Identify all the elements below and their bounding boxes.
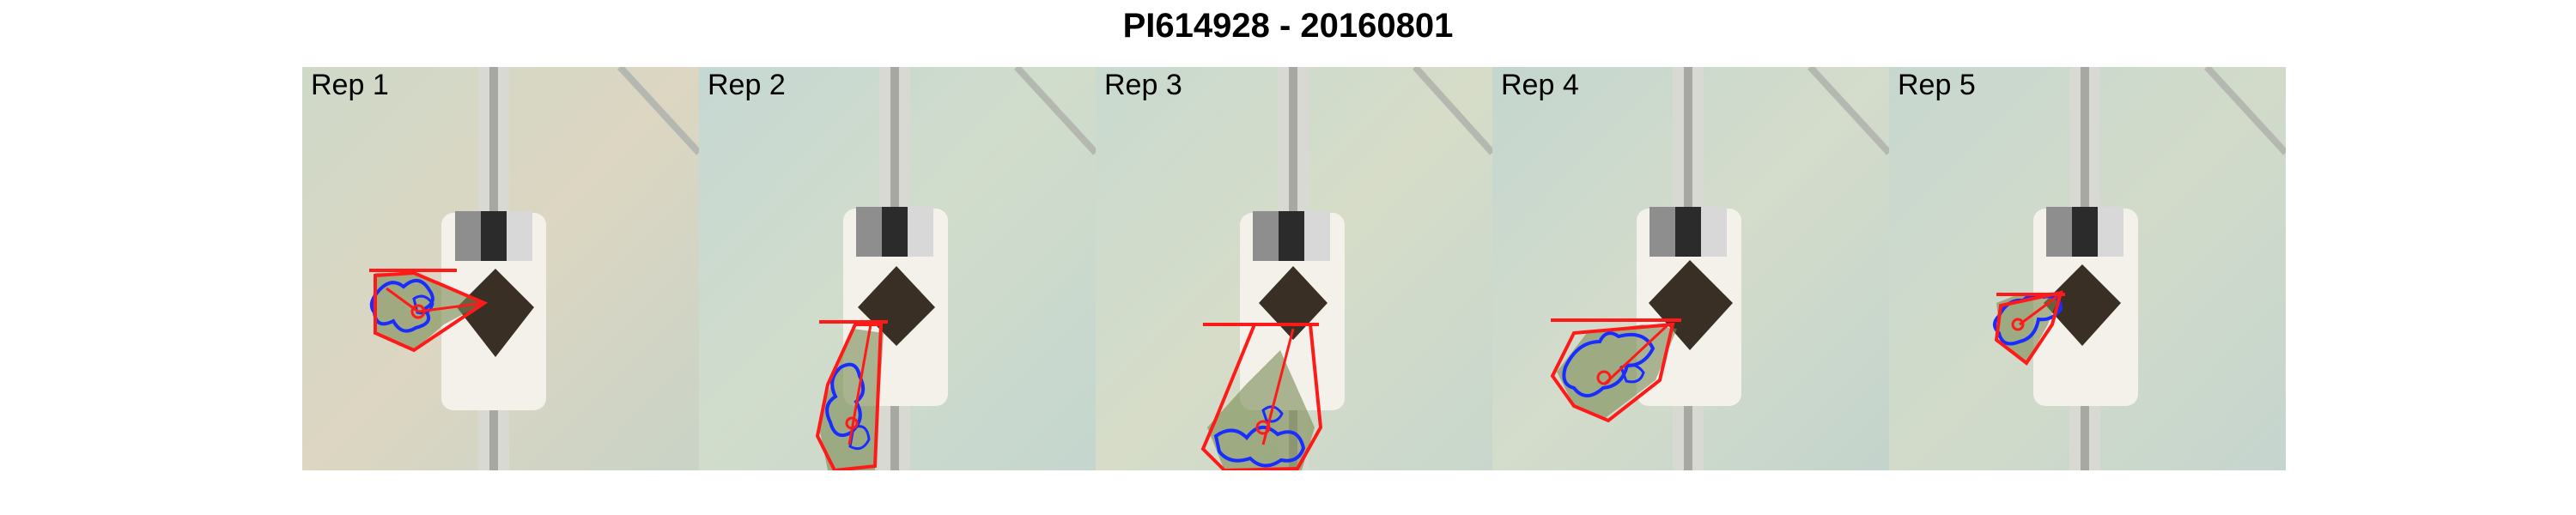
image-panel-rep-1: Rep 1 <box>302 67 699 470</box>
image-panel-rep-4: Rep 4 <box>1492 67 1889 470</box>
panel-label: Rep 2 <box>708 69 786 101</box>
convex-hull <box>374 270 489 353</box>
panel-label: Rep 1 <box>311 69 389 101</box>
panel-label: Rep 5 <box>1898 69 1976 101</box>
panel-label: Rep 4 <box>1501 69 1579 101</box>
plant-segmentation-rep-5 <box>1993 290 2065 366</box>
image-panel-rep-3: Rep 3 <box>1096 67 1492 470</box>
pot-soil <box>457 269 534 357</box>
plant-photo-rep-4 <box>1492 67 1889 470</box>
panel-label: Rep 3 <box>1104 69 1182 101</box>
plant-segmentation-rep-2 <box>815 320 888 470</box>
plant-photo-rep-5 <box>1889 67 2286 470</box>
plant-segmentation-rep-1 <box>369 269 489 353</box>
plant-segmentation-rep-4 <box>1550 318 1681 423</box>
color-card <box>455 211 481 261</box>
image-panel-row: Rep 1 <box>302 67 2286 470</box>
image-panel-rep-2: Rep 2 <box>699 67 1096 470</box>
figure-title: PI614928 - 20160801 <box>1122 7 1454 45</box>
plant-photo-rep-2 <box>699 67 1096 470</box>
plant-photo-rep-1 <box>302 67 699 470</box>
image-panel-rep-5: Rep 5 <box>1889 67 2286 470</box>
plant-segmentation-rep-3 <box>1200 323 1323 470</box>
plant-photo-rep-3 <box>1096 67 1492 470</box>
